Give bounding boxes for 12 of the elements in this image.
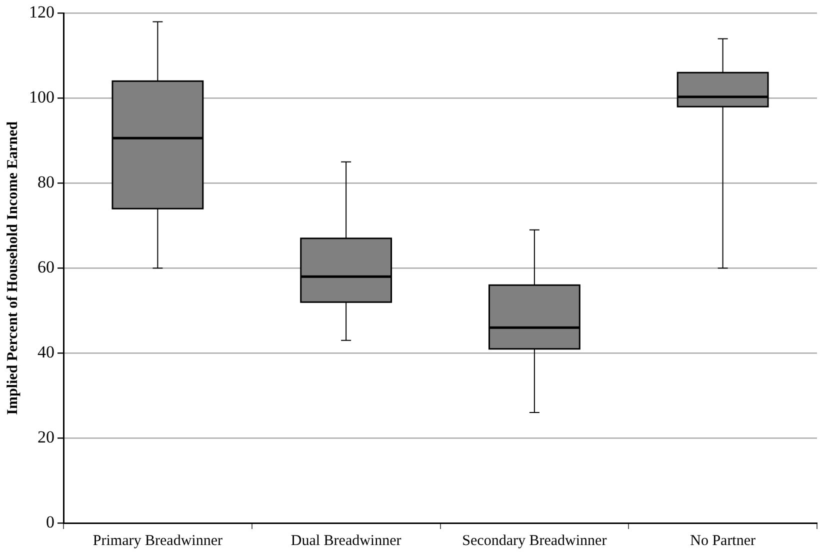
x-tick-label: Dual Breadwinner — [290, 532, 402, 549]
x-tick-label: Secondary Breadwinner — [462, 532, 607, 549]
y-tick-label: 40 — [38, 342, 54, 362]
y-tick-label: 0 — [46, 512, 54, 532]
y-tick-label: 60 — [38, 258, 54, 277]
y-tick-label: 120 — [29, 2, 54, 22]
x-tick-label: No Partner — [690, 532, 756, 549]
y-tick-label: 100 — [29, 88, 54, 107]
y-tick-label: 20 — [38, 428, 54, 446]
y-tick-label: 80 — [38, 172, 54, 192]
x-tick-label: Primary Breadwinner — [92, 532, 222, 549]
y-axis-title: Implied Percent of Household Income Earned — [4, 120, 21, 415]
